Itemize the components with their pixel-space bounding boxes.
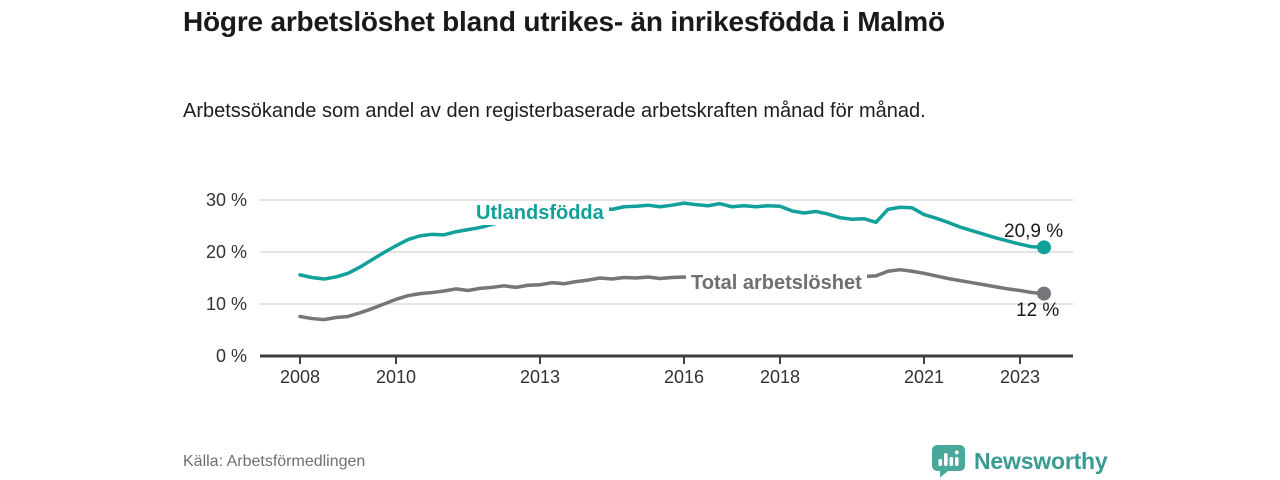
series-label-total-arbetsloshet: Total arbetslöshet	[686, 271, 867, 295]
series-end-dot-total-arbetsloshet	[1037, 286, 1051, 301]
y-axis-label: 30 %	[206, 190, 247, 210]
chart-subtitle: Arbetssökande som andel av den registerb…	[183, 100, 926, 122]
end-value-label-utlandsfodda: 20,9 %	[1004, 221, 1064, 242]
chart-title: Högre arbetslöshet bland utrikes- än inr…	[183, 6, 945, 37]
x-axis-label: 2018	[760, 367, 800, 387]
x-axis-label: 2010	[376, 367, 416, 387]
x-axis-label: 2023	[1000, 367, 1040, 387]
y-axis-label: 20 %	[206, 242, 247, 262]
bar-chart-speech-bubble-icon	[932, 445, 965, 478]
newsworthy-logo: Newsworthy	[931, 444, 1108, 478]
x-axis-label: 2021	[904, 367, 944, 387]
x-axis-label: 2016	[664, 367, 704, 387]
source-attribution: Källa: Arbetsförmedlingen	[183, 453, 366, 470]
newsworthy-wordmark: Newsworthy	[974, 448, 1108, 474]
y-axis-label: 0 %	[216, 346, 247, 366]
series-line-total-arbetsloshet	[298, 267, 1046, 322]
y-axis-label: 10 %	[206, 294, 247, 314]
x-axis-label: 2013	[520, 367, 560, 387]
x-axis-label: 2008	[280, 367, 320, 387]
end-value-label-total-arbetsloshet: 12 %	[1016, 300, 1060, 321]
series-end-dot-utlandsfodda	[1037, 240, 1051, 255]
series-label-utlandsfodda: Utlandsfödda	[471, 201, 609, 225]
series-line-utlandsfodda	[298, 201, 1046, 281]
